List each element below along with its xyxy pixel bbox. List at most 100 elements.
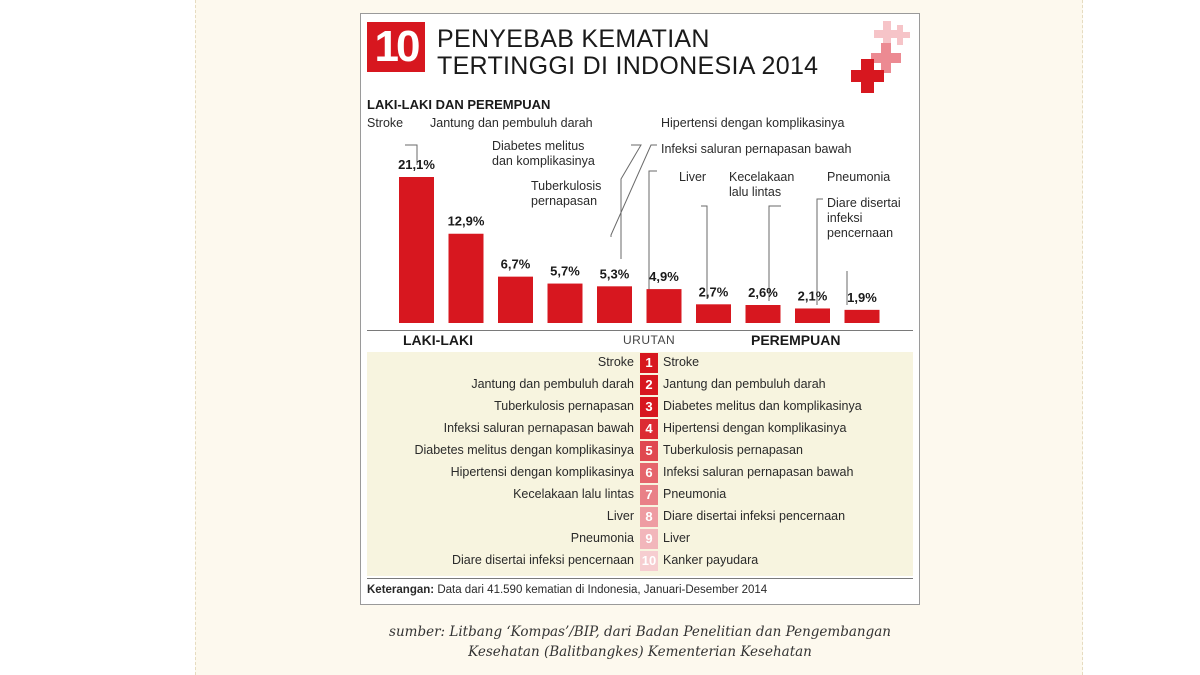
infographic-title: PENYEBAB KEMATIAN TERTINGGI DI INDONESIA… xyxy=(437,26,818,80)
bar xyxy=(399,177,434,323)
category-label: Diare disertai xyxy=(827,196,901,210)
ranking-male-cause: Liver xyxy=(606,509,634,523)
ranking-number: 3 xyxy=(640,397,658,417)
bar-value-label: 4,9% xyxy=(649,269,679,284)
category-label: Tuberkulosis xyxy=(531,179,601,193)
divider-bottom xyxy=(367,578,913,579)
ranking-male-cause: Kecelakaan lalu lintas xyxy=(513,487,634,501)
ranking-number: 10 xyxy=(640,551,658,571)
bar xyxy=(498,276,533,323)
bar-chart: 21,1% Stroke 12,9% Jantung dan pembuluh dar… xyxy=(367,116,901,323)
ranking-number: 5 xyxy=(640,441,658,461)
ranking-number: 2 xyxy=(640,375,658,395)
bar xyxy=(448,233,484,323)
chart-subtitle: LAKI-LAKI DAN PEREMPUAN xyxy=(367,97,551,112)
category-label: Kecelakaan xyxy=(729,170,794,184)
leader-line xyxy=(405,144,418,165)
footnote-label: Keterangan: xyxy=(367,584,435,596)
infographic: 10 PENYEBAB KEMATIAN TERTINGGI DI INDONE… xyxy=(360,13,920,605)
bar-value-label: 2,7% xyxy=(699,284,729,299)
ranking-female-cause: Hipertensi dengan komplikasinya xyxy=(663,421,847,435)
category-label: lalu lintas xyxy=(729,185,781,199)
ranking-male-cause: Jantung dan pembuluh darah xyxy=(471,377,634,391)
category-label: Liver xyxy=(679,170,706,184)
ranking-table: Stroke 1 Stroke Jantung dan pembuluh darah 2… xyxy=(367,352,913,576)
title-line-2: TERTINGGI DI INDONESIA 2014 xyxy=(437,52,819,80)
ranking-row: Infeksi saluran pernapasan bawah 4 Hiperte… xyxy=(367,418,913,440)
ranking-row: Diare disertai infeksi pencernaan 10 Kanke… xyxy=(367,550,913,572)
leader-line xyxy=(610,144,657,237)
ranking-male-cause: Diabetes melitus dengan komplikasinya xyxy=(414,443,634,457)
ranking-row: Kecelakaan lalu lintas 7 Pneumonia xyxy=(367,484,913,506)
ranking-female-cause: Liver xyxy=(663,531,691,545)
ranking-number: 8 xyxy=(640,507,658,527)
bar xyxy=(745,305,781,323)
bar xyxy=(795,308,830,323)
ranking-row: Diabetes melitus dengan komplikasinya 5 Tu… xyxy=(367,440,913,462)
ranking-row: Tuberkulosis pernapasan 3 Diabetes melitus… xyxy=(367,396,913,418)
source-caption: sumber: Litbang ‘Kompas’/BIP, dari Badan… xyxy=(330,622,950,662)
category-label: dan komplikasinya xyxy=(492,154,595,168)
number-badge: 10 xyxy=(367,22,425,72)
ranking-row: Stroke 1 Stroke xyxy=(367,352,913,374)
bar-value-label: 6,7% xyxy=(501,257,531,272)
leader-line xyxy=(701,205,708,299)
ranking-male-cause: Hipertensi dengan komplikasinya xyxy=(450,465,634,479)
leader-line xyxy=(620,144,642,259)
category-label: Hipertensi dengan komplikasinya xyxy=(661,116,844,130)
ranking-row: Hipertensi dengan komplikasinya 6 Infeksi … xyxy=(367,462,913,484)
ranking-number: 4 xyxy=(640,419,658,439)
ranking-row: Liver 8 Diare disertai infeksi pencernaan xyxy=(367,506,913,528)
divider-top xyxy=(367,330,913,331)
bar xyxy=(646,289,682,323)
ranking-male-cause: Diare disertai infeksi pencernaan xyxy=(451,553,634,567)
header-male: LAKI-LAKI xyxy=(403,332,473,348)
ranking-female-cause: Diare disertai infeksi pencernaan xyxy=(663,509,846,523)
bar-value-label: 12,9% xyxy=(448,214,485,229)
category-label: Pneumonia xyxy=(827,170,890,184)
leader-line xyxy=(816,198,823,305)
ranking-female-cause: Jantung dan pembuluh darah xyxy=(663,377,826,391)
category-label: Diabetes melitus xyxy=(492,139,584,153)
caption-line-1: sumber: Litbang ‘Kompas’/BIP, dari Badan… xyxy=(389,624,891,640)
bar xyxy=(844,309,880,323)
category-label: Infeksi saluran pernapasan bawah xyxy=(661,142,851,156)
ranking-male-cause: Stroke xyxy=(597,355,634,369)
category-label: Stroke xyxy=(367,116,403,130)
header-female: PEREMPUAN xyxy=(751,332,841,348)
ranking-row: Jantung dan pembuluh darah 2 Jantung dan p… xyxy=(367,374,913,396)
ranking-male-cause: Pneumonia xyxy=(570,531,634,545)
bar xyxy=(597,286,632,323)
header-rank: URUTAN xyxy=(623,333,676,347)
title-line-1: PENYEBAB KEMATIAN xyxy=(437,25,710,53)
category-label: infeksi xyxy=(827,211,862,225)
ranking-number: 6 xyxy=(640,463,658,483)
category-label: Jantung dan pembuluh darah xyxy=(430,116,593,130)
ranking-female-cause: Tuberkulosis pernapasan xyxy=(663,443,803,457)
bar-value-label: 5,3% xyxy=(600,266,630,281)
bar-value-label: 1,9% xyxy=(847,290,877,305)
bar-value-label: 2,1% xyxy=(798,288,828,303)
ranking-number: 9 xyxy=(640,529,658,549)
ranking-female-cause: Diabetes melitus dan komplikasinya xyxy=(663,399,862,413)
ranking-female-cause: Kanker payudara xyxy=(663,553,759,567)
leader-line xyxy=(768,205,781,301)
footnote: Keterangan: Data dari 41.590 kematian di… xyxy=(367,584,767,596)
leader-line xyxy=(648,170,657,295)
bar xyxy=(547,283,583,323)
footnote-text: Data dari 41.590 kematian di Indonesia, … xyxy=(437,584,768,596)
category-label: pencernaan xyxy=(827,226,893,240)
ranking-male-cause: Infeksi saluran pernapasan bawah xyxy=(443,421,634,435)
bar-value-label: 5,7% xyxy=(550,264,580,279)
bar xyxy=(696,304,731,323)
bar-value-label: 2,6% xyxy=(748,285,778,300)
ranking-number: 1 xyxy=(640,353,658,373)
ranking-row: Pneumonia 9 Liver xyxy=(367,528,913,550)
ranking-number: 7 xyxy=(640,485,658,505)
category-label: pernapasan xyxy=(531,194,597,208)
caption-line-2: Kesehatan (Balitbangkes) Kementerian Kes… xyxy=(468,644,812,660)
ranking-female-cause: Infeksi saluran pernapasan bawah xyxy=(663,465,854,479)
ranking-male-cause: Tuberkulosis pernapasan xyxy=(494,399,634,413)
health-cross-icon xyxy=(851,21,910,93)
ranking-female-cause: Pneumonia xyxy=(663,487,727,501)
